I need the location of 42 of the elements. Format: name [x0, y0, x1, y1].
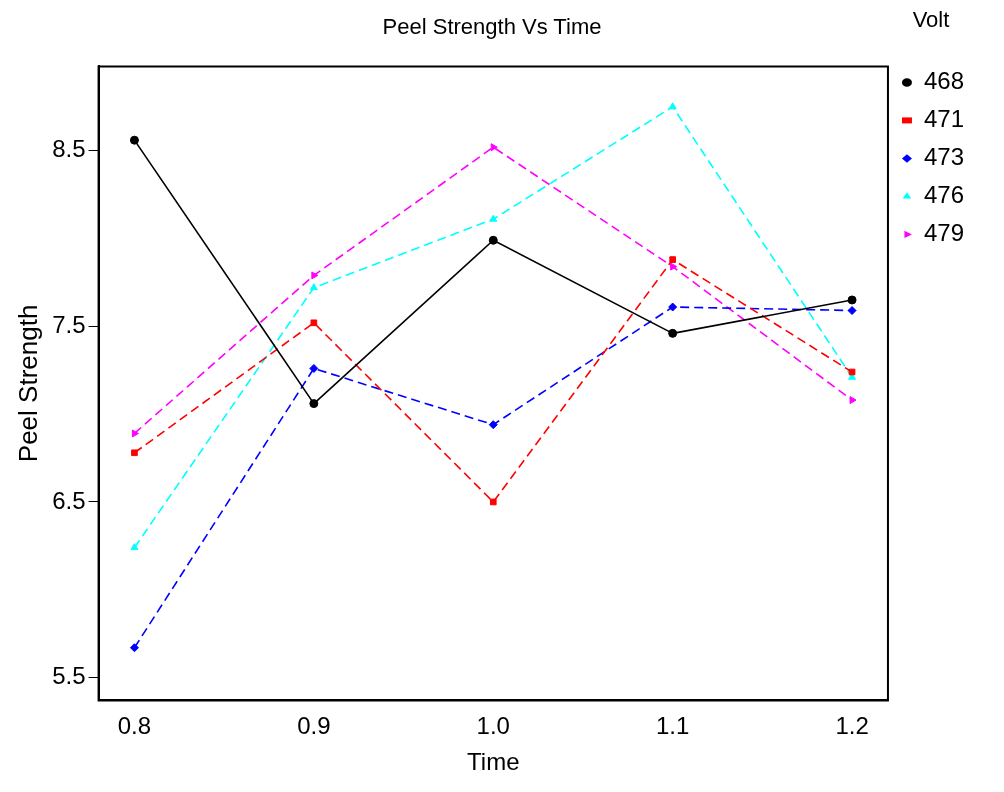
chart-title: Peel Strength Vs Time — [382, 14, 602, 40]
x-tick-label: 1.1 — [655, 712, 690, 740]
legend-label: 476 — [923, 181, 964, 209]
x-tick-label: 1.0 — [476, 712, 510, 740]
point — [488, 420, 498, 430]
point — [309, 363, 319, 373]
point — [670, 262, 678, 271]
y-tick-label: 6.5 — [52, 486, 86, 514]
y-tick-label: 7.5 — [52, 310, 86, 338]
point — [309, 283, 318, 291]
point — [129, 643, 139, 653]
point — [490, 143, 498, 152]
point — [488, 235, 498, 245]
point — [489, 498, 497, 506]
point — [668, 328, 678, 338]
point — [130, 543, 139, 551]
x-axis-title: Time — [467, 748, 520, 776]
point — [847, 306, 857, 316]
legend-title: Volt — [912, 7, 950, 33]
legend-label: 468 — [923, 67, 964, 95]
point — [131, 429, 139, 438]
point — [310, 319, 318, 327]
point — [668, 302, 678, 312]
point — [311, 271, 319, 280]
point — [129, 135, 139, 145]
point — [669, 256, 676, 263]
point — [849, 396, 857, 405]
y-axis-title: Peel Strength — [12, 304, 43, 463]
x-tick-label: 0.8 — [117, 712, 152, 740]
legend-label: 473 — [923, 143, 964, 171]
y-tick-label: 8.5 — [52, 135, 86, 163]
point — [489, 214, 498, 222]
legend-label: 479 — [923, 219, 964, 247]
point — [847, 295, 857, 305]
point — [131, 449, 138, 457]
legend-label: 471 — [923, 105, 964, 133]
x-tick-label: 0.9 — [297, 712, 331, 740]
point — [668, 102, 677, 110]
y-tick-label: 5.5 — [52, 662, 86, 690]
point — [848, 368, 856, 376]
point — [309, 399, 319, 409]
x-tick-label: 1.2 — [835, 712, 869, 740]
